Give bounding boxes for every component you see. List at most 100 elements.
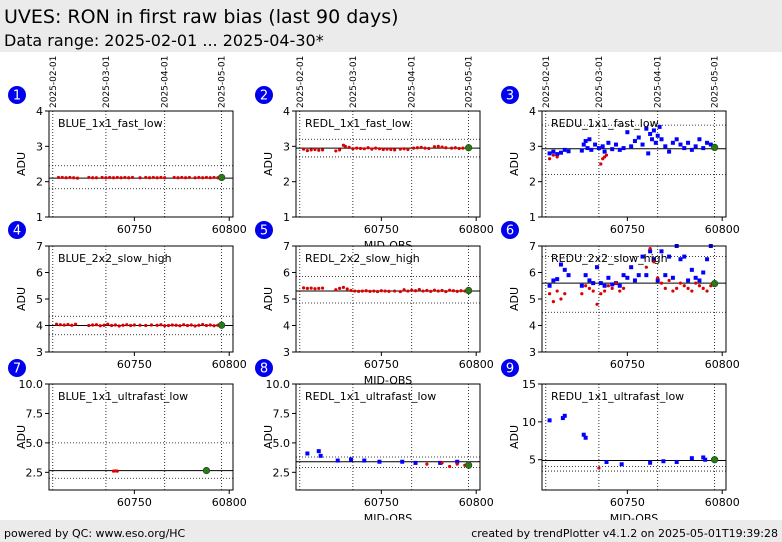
data-point	[402, 288, 406, 292]
latest-point	[465, 286, 473, 295]
data-point	[703, 457, 708, 462]
x-tick-label: 60750	[117, 358, 152, 371]
data-point	[663, 144, 668, 149]
data-point	[614, 281, 618, 285]
data-point	[701, 455, 706, 460]
data-point	[187, 175, 191, 180]
footer-powered-by: powered by QC: www.eso.org/HC	[4, 527, 186, 540]
y-axis-label: ADU	[15, 152, 28, 176]
x-tick-label: 60750	[364, 358, 399, 371]
date-tick-label: 2025-03-01	[349, 56, 359, 108]
data-point	[457, 146, 461, 151]
panel-title: REDL_1x1_ultrafast_low	[305, 390, 436, 403]
data-point	[661, 459, 666, 464]
date-tick-label: 2025-05-01	[711, 56, 721, 108]
data-point	[317, 286, 321, 290]
data-point	[313, 147, 317, 152]
data-point	[547, 151, 552, 156]
header-bar: UVES: RON in first raw bias (last 90 day…	[0, 0, 782, 52]
data-point	[432, 288, 437, 292]
data-point	[583, 435, 588, 440]
x-tick-label: 60800	[212, 358, 247, 371]
x-tick-label: 60750	[610, 496, 645, 509]
data-point	[566, 149, 571, 154]
data-point	[155, 323, 159, 327]
data-point	[419, 145, 423, 149]
data-point	[579, 283, 584, 288]
data-point	[159, 323, 163, 327]
data-point	[640, 142, 645, 147]
latest-point	[711, 143, 719, 151]
data-point	[693, 144, 698, 149]
data-point	[309, 148, 313, 152]
data-point	[629, 265, 634, 270]
data-point	[629, 144, 634, 149]
y-tick-label: 5.0	[273, 437, 291, 450]
data-point	[694, 281, 698, 285]
latest-point	[711, 280, 719, 288]
data-point	[178, 324, 182, 328]
y-tick-label: 15	[522, 378, 536, 391]
data-point	[566, 273, 571, 278]
date-tick-label: 2025-02-01	[49, 56, 59, 108]
y-tick-label: 5	[36, 293, 43, 306]
panel-index-label: 8	[260, 362, 268, 377]
plot-frame	[48, 110, 234, 218]
data-point	[558, 262, 563, 267]
y-tick-label: 7.5	[273, 407, 291, 420]
y-tick-label: 10.0	[19, 378, 44, 391]
data-point	[201, 176, 205, 180]
data-point	[558, 150, 563, 155]
data-point	[655, 278, 660, 283]
data-point	[163, 324, 167, 328]
data-point	[305, 148, 309, 153]
data-point	[341, 285, 346, 289]
data-point	[111, 176, 116, 180]
data-point	[94, 176, 99, 180]
y-tick-label: 6	[529, 267, 536, 280]
data-point	[360, 289, 364, 293]
data-point	[587, 286, 592, 290]
data-point	[451, 289, 456, 293]
data-point	[444, 289, 448, 294]
data-point	[338, 286, 342, 290]
y-tick-label: 2.5	[26, 466, 44, 479]
plot-frame	[295, 383, 481, 491]
data-point	[444, 146, 448, 150]
x-tick-label: 60800	[212, 496, 247, 509]
chart-panel-8: 2.5 5.0 7.5 10.0 60750 60800 REDL_1x1_ultrafas…	[255, 359, 494, 525]
data-point	[389, 147, 393, 152]
data-point	[374, 146, 378, 150]
y-tick-label: 6	[36, 267, 43, 280]
chart-panel-4: 3 4 5 6 7 60750 60800 BLUE_2x2_slow_high ADU 4	[8, 221, 247, 371]
data-point	[563, 292, 567, 296]
data-point	[705, 257, 710, 262]
plot-area	[49, 384, 233, 490]
data-point	[353, 289, 357, 293]
data-point	[610, 286, 614, 290]
data-point	[91, 176, 95, 180]
data-point	[555, 155, 559, 159]
data-point	[334, 149, 338, 153]
data-point	[68, 175, 72, 180]
y-axis-label: ADU	[15, 287, 28, 311]
data-point	[670, 275, 675, 280]
latest-point	[465, 144, 473, 152]
data-point	[617, 147, 622, 152]
data-point	[436, 144, 440, 148]
y-tick-label: 10.0	[266, 378, 291, 391]
data-point	[678, 142, 683, 147]
data-point	[689, 267, 694, 272]
data-point	[674, 459, 679, 464]
data-point	[559, 297, 563, 301]
data-point	[347, 145, 351, 149]
data-point	[705, 140, 710, 145]
data-point	[349, 288, 353, 293]
data-point	[701, 270, 706, 275]
data-point	[316, 449, 321, 454]
data-point	[663, 273, 668, 278]
data-point	[166, 323, 171, 328]
data-point	[189, 323, 193, 327]
data-point	[208, 176, 212, 180]
y-tick-label: 3	[529, 140, 536, 153]
